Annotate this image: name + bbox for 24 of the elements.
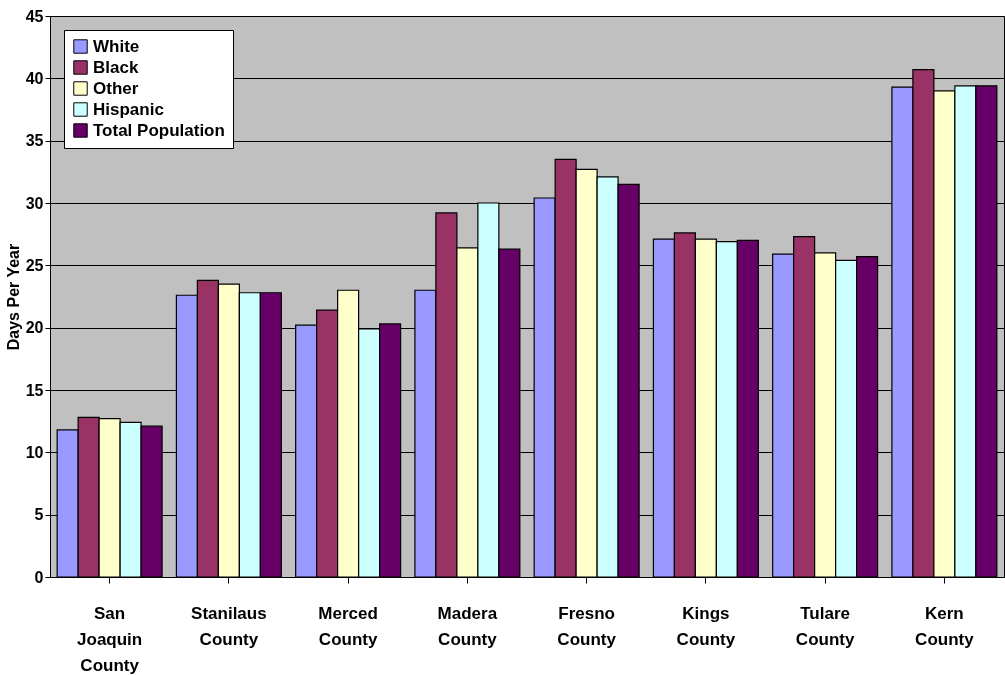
y-tick-label: 15 [25, 381, 44, 399]
x-tick-label: Tulare County [795, 603, 855, 649]
x-tick-label: Madera County [437, 603, 498, 649]
legend-label: Other [93, 78, 139, 98]
y-tick-label: 35 [25, 132, 44, 150]
y-tick-label: 45 [25, 7, 44, 25]
y-axis-title: Days Per Year [4, 243, 22, 351]
legend-label: White [93, 36, 140, 56]
y-tick-label: 30 [25, 194, 44, 212]
x-tick-label: Stanilaus County [191, 603, 267, 649]
y-tick-label: 20 [25, 319, 44, 337]
legend-label: Hispanic [93, 99, 164, 119]
y-tick-label: 40 [25, 69, 44, 87]
legend-label: Black [93, 57, 139, 77]
x-tick-label: San Joaquin County [77, 603, 143, 675]
x-tick-label: Kings County [676, 603, 736, 649]
x-tick-label: Fresno County [557, 603, 617, 649]
y-tick-label: 5 [34, 506, 44, 524]
x-tick-label: Kern County [915, 603, 975, 649]
y-tick-label: 0 [34, 568, 44, 586]
y-tick-label: 25 [25, 256, 44, 274]
legend-label: Total Population [93, 120, 225, 140]
x-tick-label: Merced County [318, 603, 378, 649]
y-tick-label: 10 [25, 443, 44, 461]
